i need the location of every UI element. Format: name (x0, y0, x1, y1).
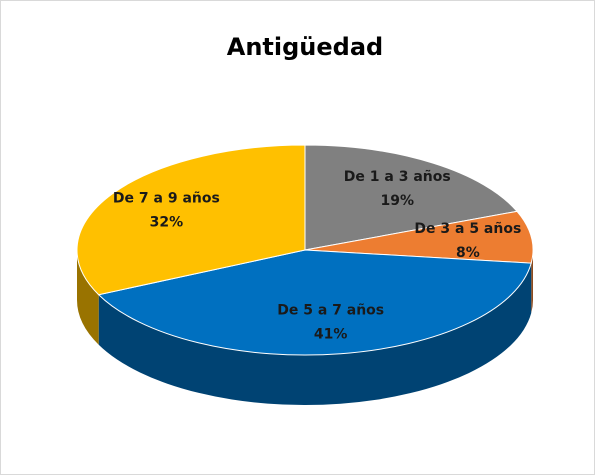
pie-slice (304, 210, 534, 264)
pie-slice (76, 144, 306, 296)
pie-slice (97, 249, 532, 356)
data-label-category: De 3 a 5 años (414, 221, 521, 237)
chart-title: Antigüedad (227, 33, 383, 61)
pie-slice-side (98, 263, 532, 405)
data-label-category: De 1 a 3 años (344, 169, 451, 185)
data-label-value: 41% (314, 327, 348, 343)
pie-slice-side (531, 250, 533, 314)
data-label-value: 8% (456, 245, 480, 261)
pie-slice (304, 144, 518, 251)
data-label-category: De 5 a 7 años (277, 303, 384, 319)
data-label-value: 32% (150, 215, 184, 231)
data-label-value: 19% (381, 193, 415, 209)
data-label-category: De 7 a 9 años (113, 191, 220, 207)
